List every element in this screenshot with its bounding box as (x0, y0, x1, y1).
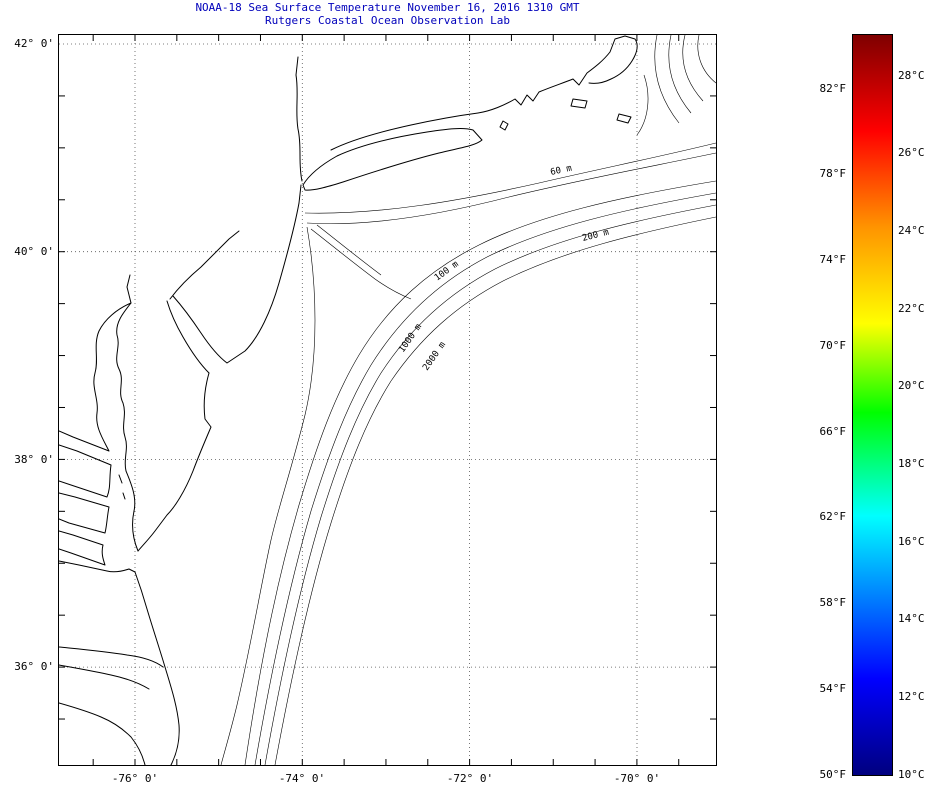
albemarle-pamlico-sounds (59, 646, 164, 765)
colorbar-c-label: 28°C (898, 69, 925, 82)
delaware-river (169, 230, 240, 300)
coastline-new-england (330, 35, 638, 151)
colorbar (852, 34, 893, 776)
contour-60m (220, 226, 316, 765)
colorbar-f-label: 58°F (819, 596, 847, 609)
colorbar-c-label: 22°C (898, 302, 925, 315)
coastline-new-jersey (172, 184, 302, 364)
contour-label-1000m: 1000 m (397, 322, 424, 354)
lon-tick-label: -74° 0' (278, 772, 326, 785)
coastline-delaware (166, 300, 210, 374)
colorbar-f-label: 54°F (819, 682, 847, 695)
colorbar-f-label: 70°F (819, 339, 847, 352)
coastline-virginia-nc (134, 571, 180, 765)
coastline-marthas-vineyard (570, 98, 588, 109)
colorbar-f-label: 78°F (819, 167, 847, 180)
coastline-long-island (302, 128, 483, 191)
colorbar-c-label: 26°C (898, 146, 925, 159)
colorbar-c-label: 24°C (898, 224, 925, 237)
colorbar-f-label: 66°F (819, 425, 847, 438)
hudson-shelf-valley (310, 224, 412, 300)
contour-100m (244, 180, 716, 765)
colorbar-c-label: 10°C (898, 768, 925, 781)
lat-tick-label: 38° 0' (14, 453, 54, 466)
contour-label-200m: 200 m (581, 228, 610, 244)
lat-tick-label: 40° 0' (14, 245, 54, 258)
colorbar-gradient (853, 35, 892, 775)
contour-label-100m: 100 m (433, 259, 461, 283)
susquehanna-river (126, 274, 132, 304)
colorbar-f-label: 82°F (819, 82, 847, 95)
tangier-islands (118, 474, 126, 500)
chesapeake-east-shore (116, 302, 139, 552)
contour-1000m (264, 204, 716, 765)
contour-60m (306, 152, 716, 225)
contour-2000m (274, 216, 716, 765)
colorbar-c-label: 18°C (898, 457, 925, 470)
lon-tick-label: -72° 0' (446, 772, 494, 785)
plot-subtitle: Rutgers Coastal Ocean Observation Lab (264, 14, 511, 27)
coastline-delmarva (137, 372, 212, 552)
contour-60m (304, 142, 716, 214)
tick-marks (59, 35, 716, 765)
coastline-block-island (499, 120, 509, 131)
colorbar-c-label: 20°C (898, 379, 925, 392)
colorbar-f-label: 74°F (819, 253, 847, 266)
canyon-contours (636, 35, 716, 136)
map-frame: 60 m 200 m 100 m 1000 m 2000 m (58, 34, 717, 766)
lon-tick-label: -70° 0' (613, 772, 661, 785)
coastline-nantucket (616, 113, 632, 124)
lon-tick-label: -76° 0' (111, 772, 159, 785)
contour-label-60m: 60 m (550, 164, 573, 178)
contour-labels: 60 m 200 m 100 m 1000 m 2000 m (397, 164, 610, 373)
colorbar-c-label: 16°C (898, 535, 925, 548)
hudson-river (295, 56, 303, 182)
bathymetry-contours (220, 35, 716, 765)
map-svg: 60 m 200 m 100 m 1000 m 2000 m (59, 35, 716, 765)
colorbar-c-label: 12°C (898, 690, 925, 703)
chesapeake-west-shore (59, 302, 136, 573)
contour-200m (254, 192, 716, 765)
colorbar-f-label: 50°F (819, 768, 847, 781)
contour-label-2000m: 2000 m (421, 340, 448, 372)
lat-tick-label: 42° 0' (14, 37, 54, 50)
colorbar-c-label: 14°C (898, 612, 925, 625)
colorbar-f-label: 62°F (819, 510, 847, 523)
lat-tick-label: 36° 0' (14, 660, 54, 673)
coastline (59, 35, 638, 765)
plot-title: NOAA-18 Sea Surface Temperature November… (195, 1, 580, 14)
grid-lines (59, 35, 716, 765)
